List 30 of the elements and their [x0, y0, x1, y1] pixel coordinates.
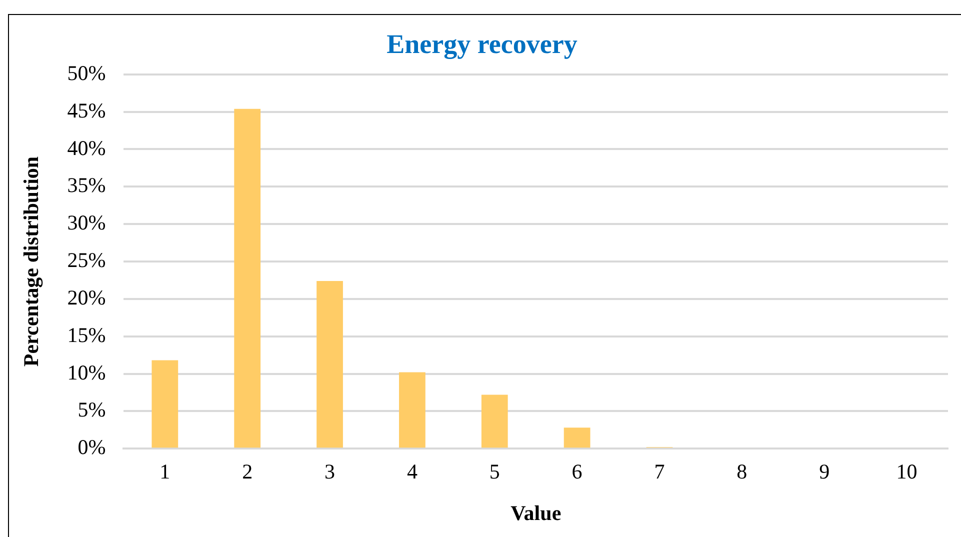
x-tick-label: 2	[242, 460, 253, 484]
x-tick-label: 3	[324, 460, 336, 484]
x-tick-label: 7	[654, 460, 665, 484]
x-tick-label: 1	[160, 460, 170, 484]
y-tick-label: 45%	[67, 98, 106, 122]
bar	[234, 108, 261, 448]
bar	[564, 428, 590, 448]
bar	[316, 280, 343, 448]
y-tick-label: 15%	[67, 322, 106, 347]
x-tick-label: 4	[406, 460, 418, 484]
y-tick-label: 40%	[67, 136, 106, 160]
bar	[152, 360, 178, 448]
x-tick-label: 5	[489, 460, 500, 484]
x-tick-label: 10	[896, 460, 918, 484]
y-tick-label: 0%	[78, 435, 106, 460]
y-tick-label: 35%	[67, 173, 106, 198]
y-tick-label: 25%	[67, 248, 106, 272]
y-axis-title: Percentage distribution	[19, 156, 44, 367]
y-tick-label: 10%	[67, 360, 106, 384]
x-axis-title: Value	[510, 500, 562, 525]
y-tick-label: 20%	[67, 285, 106, 310]
chart-title: Energy recovery	[386, 29, 578, 60]
y-tick-label: 50%	[67, 60, 106, 85]
x-tick-label: 6	[572, 460, 582, 484]
x-tick-label: 8	[736, 460, 748, 484]
y-tick-label: 30%	[67, 210, 106, 235]
x-tick-label: 9	[819, 460, 830, 484]
y-tick-label: 5%	[78, 398, 106, 422]
bar	[481, 394, 508, 448]
bar	[399, 372, 426, 448]
